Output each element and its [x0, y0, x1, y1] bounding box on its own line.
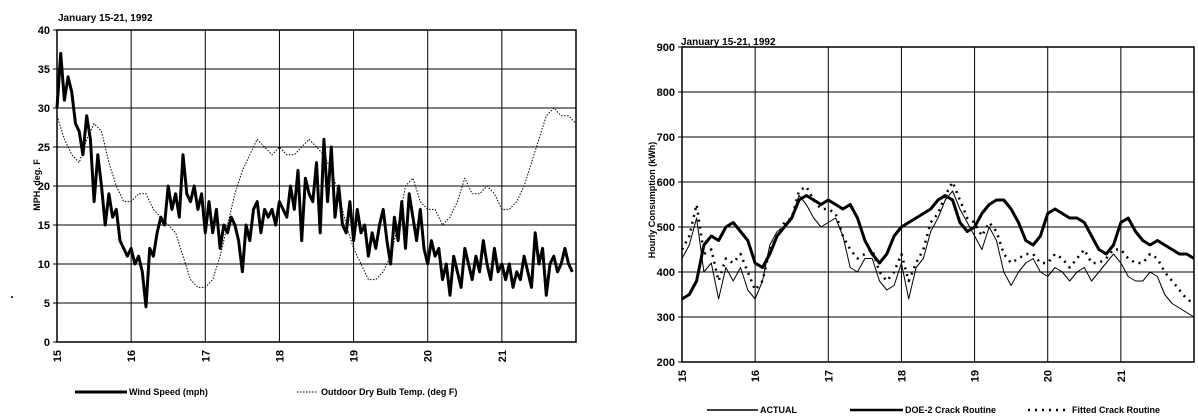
y-tick-labels: 0 5 10 15 20 25 30 35 40 [38, 25, 50, 349]
y-tick-label: 20 [38, 181, 50, 193]
x-tick-label: 15 [52, 350, 64, 362]
x-tick-label: 16 [126, 350, 138, 362]
plot-frame [56, 29, 577, 343]
y-tick-labels: 200 300 400 500 600 700 800 900 [657, 42, 675, 369]
x-tick-label: 20 [1043, 370, 1055, 382]
legend-label-wind-speed: Wind Speed (mph) [129, 387, 208, 397]
y-tick-label: 700 [657, 132, 675, 144]
x-tick-label: 16 [750, 370, 762, 382]
x-tick-label: 18 [274, 350, 286, 362]
y-tick-label: 15 [38, 220, 50, 232]
y-axis-label: Hourly Consumption (kWh) [647, 142, 657, 259]
scan-mark [11, 296, 13, 298]
legend: Wind Speed (mph) Outdoor Dry Bulb Temp. … [75, 387, 457, 397]
wind-temp-chart: January 15-21, 1992 MPH, deg. F 0 5 10 15 20… [32, 13, 577, 397]
y-tick-label: 500 [657, 222, 675, 234]
chart-title: January 15-21, 1992 [681, 37, 776, 48]
x-tick-label: 15 [677, 370, 689, 382]
x-tick-label: 19 [970, 370, 982, 382]
x-tick-label: 19 [349, 350, 361, 362]
x-tick-label: 17 [200, 350, 212, 362]
y-tick-label: 5 [44, 298, 50, 310]
y-tick-label: 10 [38, 259, 50, 271]
chart-title: January 15-21, 1992 [58, 13, 153, 24]
y-tick-label: 300 [657, 312, 675, 324]
x-tick-label: 17 [823, 370, 835, 382]
legend-label-fitted: Fitted Crack Routine [1072, 405, 1160, 415]
legend: ACTUAL DOE-2 Crack Routine Fitted Crack … [707, 405, 1160, 415]
y-tick-label: 800 [657, 87, 675, 99]
x-tick-labels: 15 16 17 18 19 20 21 [52, 350, 509, 362]
plot-grid [678, 46, 1194, 363]
series-line-outdoor-dry-bulb-temp-deg-f [56, 107, 577, 288]
y-tick-label: 35 [38, 64, 50, 76]
x-tick-labels: 15 16 17 18 19 20 21 [677, 370, 1128, 382]
y-tick-label: 900 [657, 42, 675, 54]
x-tick-label: 20 [423, 350, 435, 362]
consumption-chart: January 15-21, 1992 Hourly Consumption (… [647, 37, 1195, 415]
y-tick-label: 30 [38, 103, 50, 115]
y-tick-label: 0 [44, 337, 50, 349]
y-axis-label: MPH, deg. F [32, 159, 42, 211]
legend-label-doe2: DOE-2 Crack Routine [905, 405, 996, 415]
plot-grid [53, 29, 576, 343]
x-tick-label: 18 [896, 370, 908, 382]
series-lines [55, 51, 577, 309]
series-line-doe-2-crack-routine [681, 194, 1195, 301]
series-lines [680, 180, 1195, 318]
y-tick-label: 200 [657, 357, 675, 369]
y-tick-label: 25 [38, 142, 50, 154]
series-line-actual [681, 190, 1195, 318]
legend-label-outdoor-temp: Outdoor Dry Bulb Temp. (deg F) [321, 387, 457, 397]
y-tick-label: 40 [38, 25, 50, 37]
y-tick-label: 600 [657, 177, 675, 189]
y-tick-label: 400 [657, 267, 675, 279]
series-line-wind-speed-mph [55, 51, 574, 309]
x-tick-label: 21 [497, 350, 509, 362]
legend-label-actual: ACTUAL [760, 405, 797, 415]
x-tick-label: 21 [1116, 370, 1128, 382]
plot-frame [681, 46, 1195, 363]
